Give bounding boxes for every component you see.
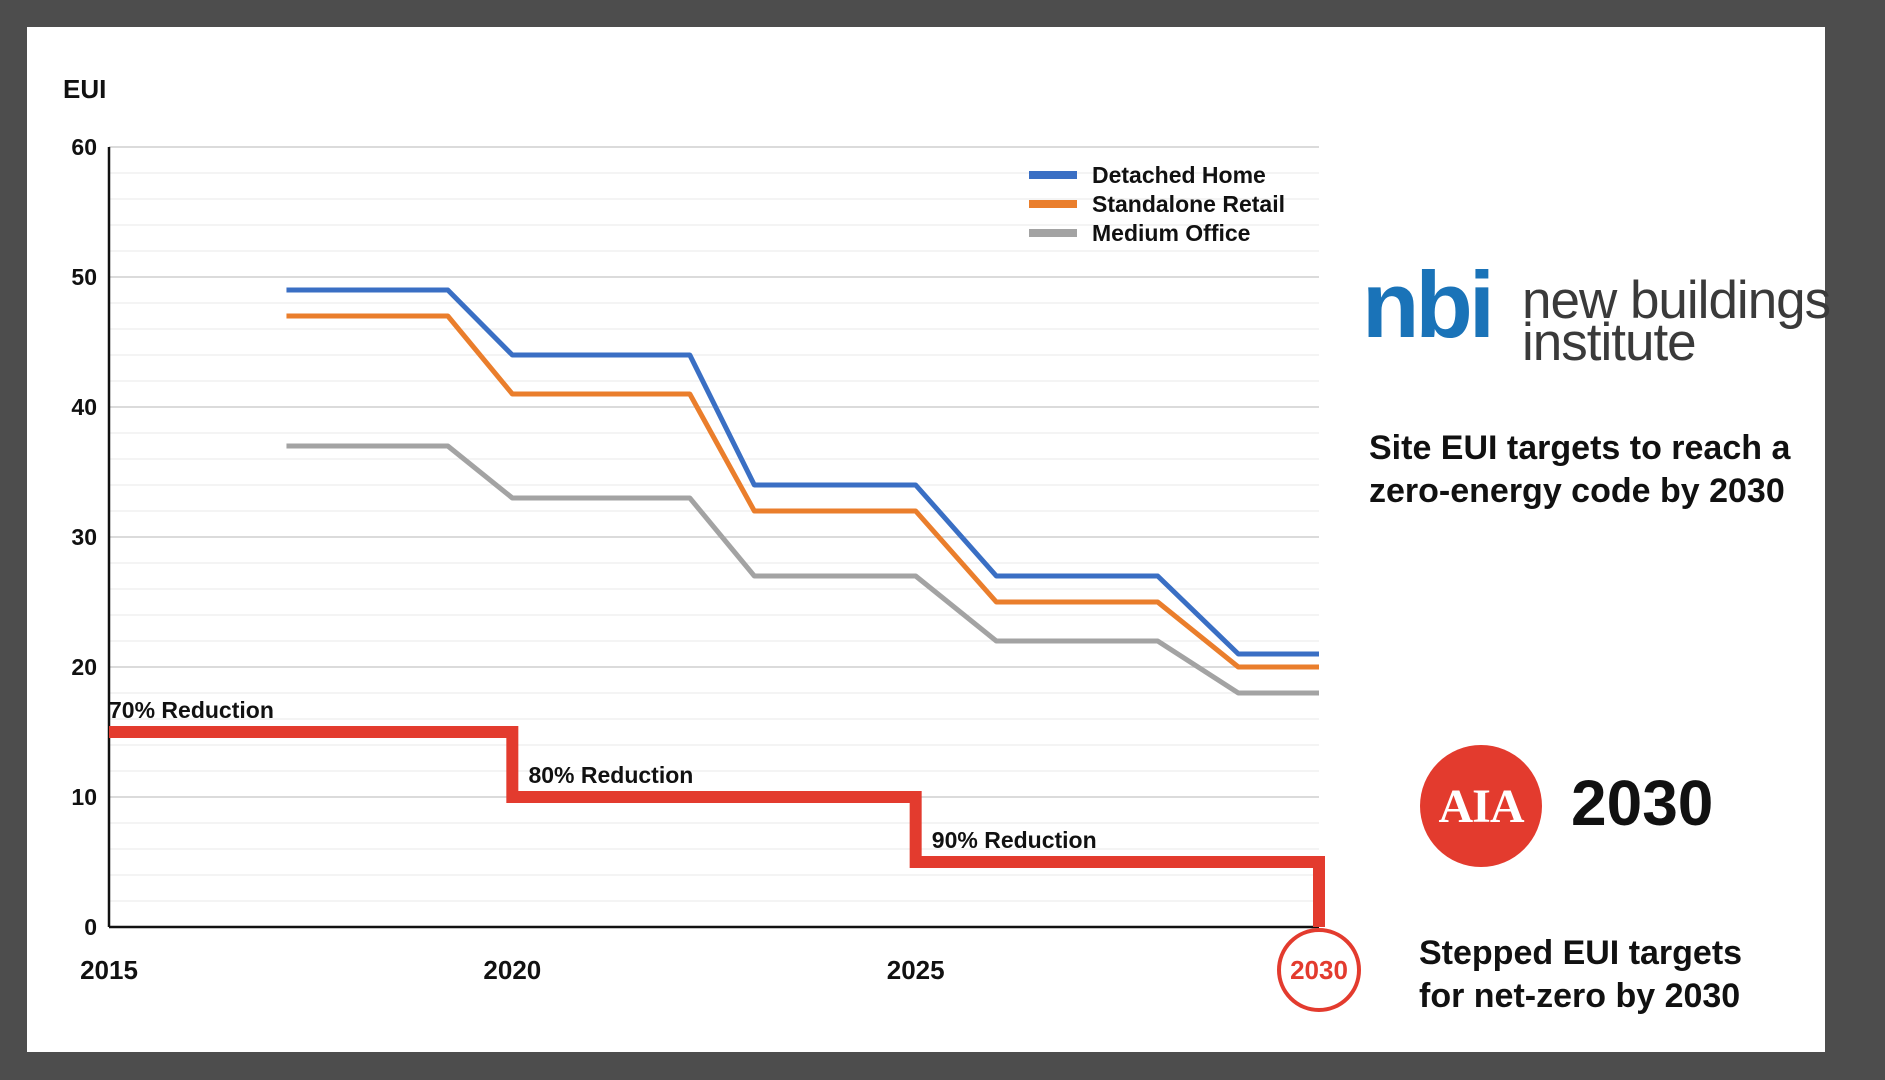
chart-frame: 0 10 20 30 40 50 60 2015 2020 2025 2030 70% Reduct… (27, 27, 1831, 1052)
nbi-caption-line1: Site EUI targets to reach a (1369, 429, 1791, 467)
y-tick-label: 40 (71, 394, 97, 420)
series-layer (286, 287, 1319, 696)
series-line (286, 313, 1319, 670)
reduction-annotation: 90% Reduction (932, 827, 1097, 853)
y-tick-label: 30 (71, 524, 97, 550)
reduction-annotation: 80% Reduction (528, 762, 693, 788)
x-tick-label: 2030 (1290, 955, 1348, 985)
target-step-line (109, 726, 1325, 927)
x-tick-label: 2020 (483, 955, 541, 985)
nbi-caption: Site EUI targets to reach a zero-energy … (1369, 427, 1790, 513)
y-tick-label: 60 (71, 134, 97, 160)
aia-caption-line2: for net-zero by 2030 (1419, 977, 1741, 1015)
nbi-name-line1: new buildings (1522, 271, 1831, 330)
target-step-layer: 70% Reduction 80% Reduction 90% Reduction (109, 697, 1325, 927)
nbi-logo-mark: nbi (1362, 252, 1495, 357)
y-axis-title: EUI (63, 74, 106, 104)
aia-caption-line1: Stepped EUI targets (1419, 934, 1743, 972)
nbi-caption-line2: zero-energy code by 2030 (1369, 472, 1785, 510)
legend: Detached Home Standalone Retail Medium Off… (1029, 162, 1285, 246)
x-tick-label: 2025 (887, 955, 945, 985)
aia-logo-year: 2030 (1571, 767, 1714, 839)
aia-logo-badge: AIA (1420, 745, 1542, 867)
legend-label: Standalone Retail (1092, 191, 1285, 217)
series-line (286, 443, 1319, 696)
y-tick-label: 0 (84, 914, 97, 940)
aia-badge-text: AIA (1438, 779, 1524, 833)
nbi-logo-name: new buildings institute (1522, 271, 1831, 372)
aia-caption: Stepped EUI targets for net-zero by 2030 (1419, 932, 1742, 1018)
nbi-name-line2: institute (1522, 313, 1697, 372)
x-tick-label: 2015 (80, 955, 138, 985)
highlight-year-circle (1277, 928, 1361, 1012)
legend-label: Medium Office (1092, 220, 1250, 246)
y-tick-label: 10 (71, 784, 97, 810)
y-tick-label: 20 (71, 654, 97, 680)
grid-layer (109, 146, 1319, 902)
y-tick-label: 50 (71, 264, 97, 290)
series-line (286, 287, 1319, 657)
legend-label: Detached Home (1092, 162, 1266, 188)
reduction-annotation: 70% Reduction (109, 697, 274, 723)
